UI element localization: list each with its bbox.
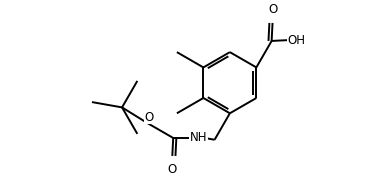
- Text: O: O: [168, 163, 177, 176]
- Text: NH: NH: [190, 132, 207, 145]
- Text: O: O: [145, 111, 154, 124]
- Text: OH: OH: [288, 33, 306, 46]
- Text: O: O: [268, 3, 277, 16]
